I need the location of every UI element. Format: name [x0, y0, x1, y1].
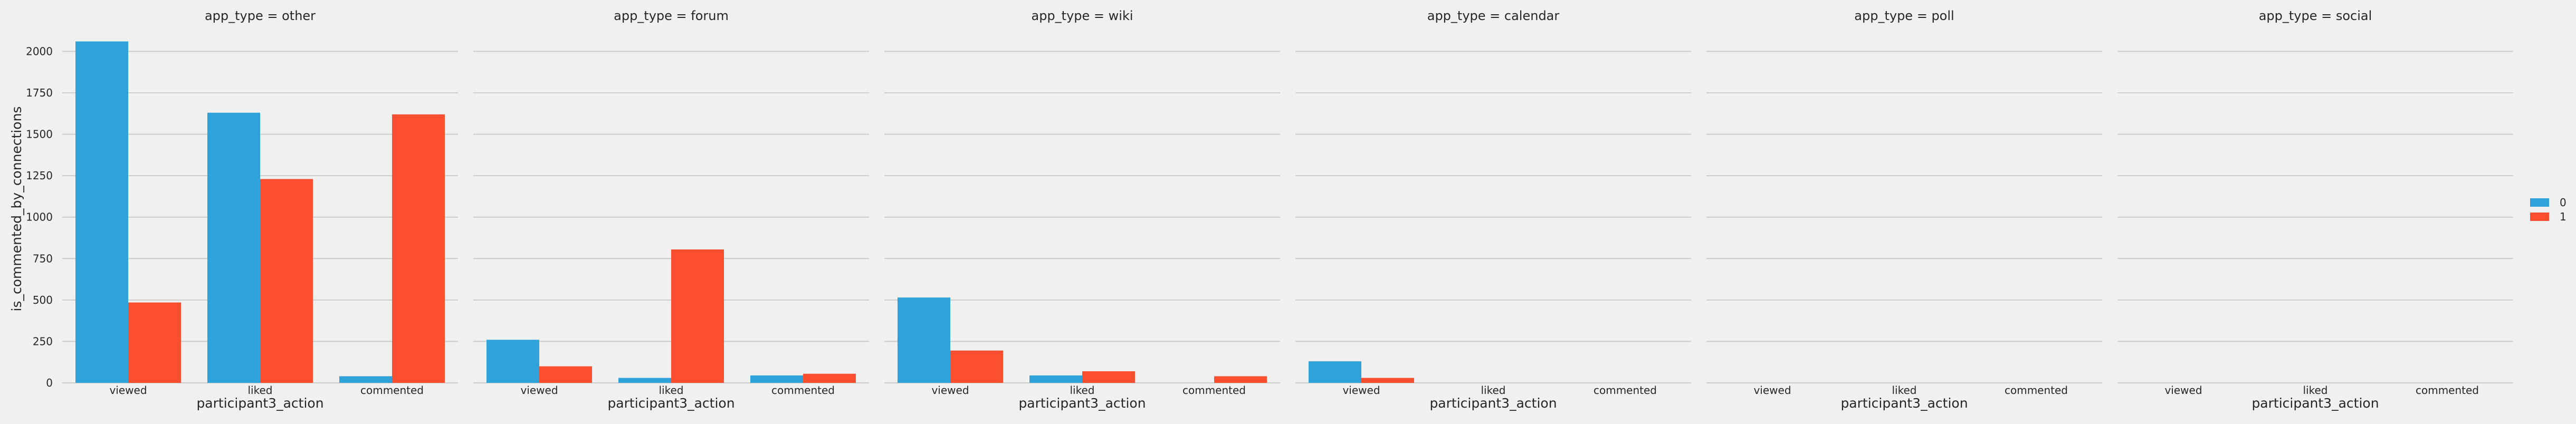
bar	[486, 340, 539, 383]
legend-swatch	[2530, 213, 2549, 221]
legend-label: 1	[2560, 210, 2567, 223]
y-tick-label: 750	[33, 252, 53, 265]
bar	[75, 41, 128, 383]
x-tick-label: commented	[2416, 384, 2479, 397]
x-tick-label: viewed	[1753, 384, 1791, 397]
bar	[618, 378, 671, 383]
bar	[671, 249, 724, 383]
x-tick-label: viewed	[109, 384, 147, 397]
bar	[803, 373, 856, 383]
facet-panel: app_type = forum viewed liked commented part…	[473, 8, 869, 411]
legend: 01	[2530, 196, 2567, 223]
y-tick-label: 1000	[26, 211, 53, 224]
legend-label: 0	[2560, 196, 2567, 209]
bar	[750, 375, 803, 383]
y-tick-label: 0	[46, 377, 53, 389]
y-axis-title: is_commented_by_connections	[9, 107, 24, 312]
panel-title: app_type = calendar	[1427, 8, 1560, 23]
x-axis-title: participant3_action	[1429, 396, 1557, 411]
panel-title: app_type = other	[205, 8, 316, 23]
bar	[339, 376, 392, 383]
facet-panel: app_type = poll viewed liked commented parti…	[1706, 8, 2102, 411]
bar	[1309, 361, 1361, 383]
x-tick-label: commented	[771, 384, 835, 397]
bar	[392, 114, 445, 383]
y-tick-label: 500	[33, 294, 53, 306]
panel-title: app_type = forum	[614, 8, 729, 23]
panel-title: app_type = poll	[1854, 8, 1954, 23]
x-tick-label: liked	[1481, 384, 1506, 397]
x-tick-label: liked	[248, 384, 273, 397]
x-tick-label: commented	[1182, 384, 1246, 397]
x-tick-label: liked	[659, 384, 684, 397]
bar	[1214, 376, 1267, 383]
legend-swatch	[2530, 198, 2549, 207]
y-tick-label: 1500	[26, 128, 53, 141]
y-tick-label: 1750	[26, 86, 53, 99]
facet-panel: app_type = calendar viewed liked commented p…	[1295, 8, 1691, 411]
panel-title: app_type = wiki	[1031, 8, 1133, 23]
x-tick-label: commented	[1594, 384, 1657, 397]
facet-panel: 0 250 500 750 1000 1250 1500 1750 2000 app_type =…	[26, 8, 458, 411]
panel-title: app_type = social	[2259, 8, 2372, 23]
x-axis-title: participant3_action	[607, 396, 734, 411]
bar	[1082, 371, 1135, 383]
x-tick-label: viewed	[931, 384, 969, 397]
x-axis-title: participant3_action	[1840, 396, 1968, 411]
bar	[950, 350, 1003, 383]
x-tick-label: liked	[1892, 384, 1917, 397]
x-tick-label: viewed	[2164, 384, 2202, 397]
bar	[539, 366, 592, 383]
x-axis-title: participant3_action	[2251, 396, 2379, 411]
facet-panel: app_type = social viewed liked commented par…	[2117, 8, 2513, 411]
x-tick-label: liked	[2303, 384, 2328, 397]
x-axis-title: participant3_action	[196, 396, 323, 411]
x-axis-title: participant3_action	[1018, 396, 1146, 411]
x-tick-label: viewed	[520, 384, 558, 397]
bar	[1029, 375, 1082, 383]
bar	[260, 179, 313, 383]
x-tick-label: liked	[1070, 384, 1095, 397]
x-tick-label: commented	[360, 384, 424, 397]
facet-panel: app_type = wiki viewed liked commented parti…	[884, 8, 1280, 411]
y-tick-label: 1250	[26, 169, 53, 182]
x-tick-label: viewed	[1342, 384, 1380, 397]
bar	[128, 302, 181, 383]
x-tick-label: commented	[2005, 384, 2068, 397]
y-tick-label: 2000	[26, 45, 53, 57]
y-tick-label: 250	[33, 335, 53, 348]
bar	[898, 297, 950, 383]
bar	[1361, 378, 1414, 383]
bar	[207, 112, 260, 383]
